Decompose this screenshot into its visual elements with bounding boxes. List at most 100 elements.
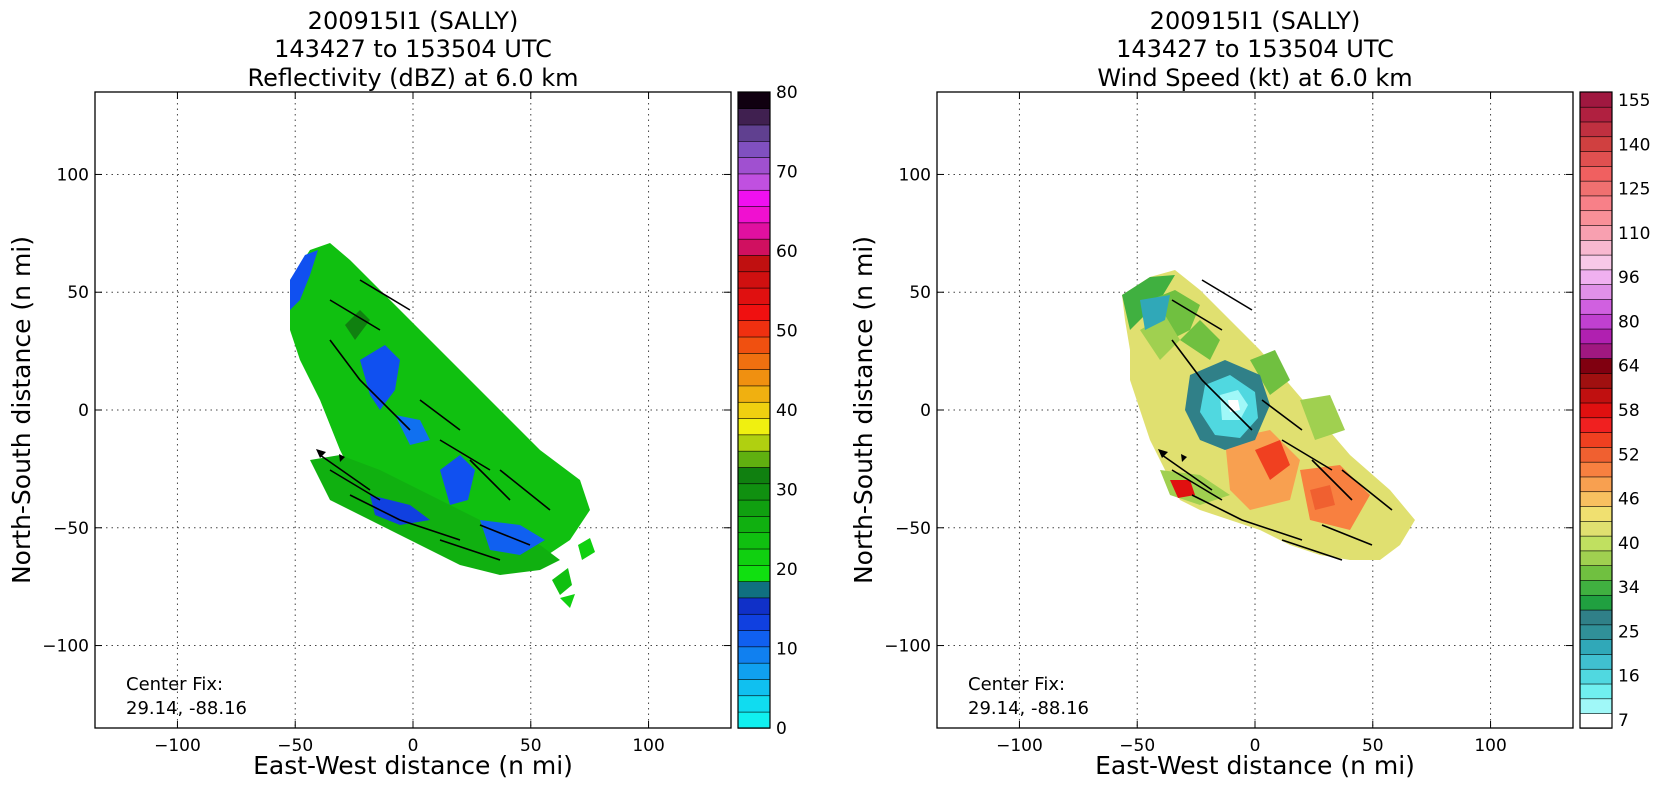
right-colorbar-swatch xyxy=(1579,106,1613,123)
right-colorbar-swatch xyxy=(1579,283,1613,300)
left-colorbar-swatch xyxy=(737,434,771,452)
right-colorbar-label: 16 xyxy=(1618,667,1640,687)
right-colorbar-label: 140 xyxy=(1618,135,1650,155)
left-x-tick-label: −50 xyxy=(277,736,313,756)
left-colorbar-swatch xyxy=(737,271,771,289)
left-reflectivity-field xyxy=(290,243,595,608)
right-axis-ticks: −100 −50 0 50 100 −100 −50 0 50 100 xyxy=(884,92,1573,756)
right-x-tick-label: −100 xyxy=(996,736,1043,756)
left-colorbar-swatch xyxy=(737,711,771,729)
left-colorbar-label: 40 xyxy=(776,401,798,421)
right-colorbar-swatch xyxy=(1579,357,1613,374)
left-y-tick-label: −50 xyxy=(53,519,89,539)
left-colorbar-label: 50 xyxy=(776,322,798,342)
right-x-tick-label: 50 xyxy=(1362,736,1384,756)
right-y-tick-label: 100 xyxy=(899,165,931,185)
right-colorbar-swatch xyxy=(1579,150,1613,167)
left-colorbar-swatch xyxy=(737,385,771,403)
left-colorbar-swatch xyxy=(737,287,771,305)
left-colorbar-swatch xyxy=(737,156,771,175)
right-colorbar-swatch xyxy=(1579,313,1613,330)
right-colorbar-label: 34 xyxy=(1618,578,1640,598)
left-colorbar-label: 0 xyxy=(776,719,787,739)
right-colorbar-swatch xyxy=(1579,239,1613,256)
right-colorbar-swatch xyxy=(1579,505,1613,522)
right-colorbar-label: 96 xyxy=(1618,268,1640,288)
left-y-axis-label: North-South distance (n mi) xyxy=(7,236,36,584)
right-colorbar-label: 80 xyxy=(1618,312,1640,332)
left-colorbar-swatch xyxy=(737,254,771,273)
right-colorbar-label: 7 xyxy=(1618,711,1629,731)
right-colorbar-swatch xyxy=(1579,224,1613,241)
left-colorbar-swatch xyxy=(737,303,771,322)
right-colorbar-swatch xyxy=(1579,491,1613,507)
right-colorbar-swatch xyxy=(1579,431,1613,448)
left-colorbar-swatch xyxy=(737,483,771,501)
left-colorbar-swatch xyxy=(737,189,771,207)
left-y-tick-label: 50 xyxy=(67,283,89,303)
left-colorbar-swatch xyxy=(737,646,771,664)
right-colorbar-label: 110 xyxy=(1618,224,1650,244)
left-colorbar-swatch xyxy=(737,238,771,256)
right-gridlines xyxy=(937,92,1573,728)
right-colorbar-swatch xyxy=(1579,565,1613,581)
right-colorbar-label: 25 xyxy=(1618,622,1640,642)
right-colorbar-swatch xyxy=(1579,461,1613,478)
left-colorbar-swatch xyxy=(737,597,771,615)
right-y-tick-label: −50 xyxy=(895,519,931,539)
right-colorbar-swatch xyxy=(1579,269,1613,285)
right-colorbar-swatch xyxy=(1579,343,1613,359)
right-colorbar-swatch xyxy=(1579,698,1613,714)
left-title-line-2: 143427 to 153504 UTC xyxy=(274,35,552,63)
left-colorbar-swatch xyxy=(737,564,771,582)
left-center-fix-label: Center Fix: xyxy=(126,674,223,695)
right-colorbar-swatch xyxy=(1579,594,1613,611)
right-colorbar-swatch xyxy=(1579,91,1613,108)
left-y-tick-label: −100 xyxy=(42,637,89,657)
right-colorbar-swatch xyxy=(1579,298,1613,315)
left-colorbar-swatch xyxy=(737,336,771,354)
right-y-axis-label: North-South distance (n mi) xyxy=(849,236,878,584)
right-y-tick-label: 50 xyxy=(909,283,931,303)
left-colorbar-swatch xyxy=(737,678,771,697)
left-x-tick-label: −100 xyxy=(154,736,201,756)
left-colorbar-swatch xyxy=(737,205,771,224)
left-colorbar-swatch xyxy=(737,173,771,191)
left-colorbar-swatch xyxy=(737,352,771,370)
right-colorbar-frame xyxy=(1579,91,1613,729)
left-colorbar-swatch xyxy=(737,124,771,142)
left-colorbar-swatch xyxy=(737,499,771,517)
left-colorbar-swatch xyxy=(737,91,771,110)
left-colorbar-swatch xyxy=(737,466,771,485)
right-colorbar-swatch xyxy=(1579,180,1613,197)
right-colorbar-label: 58 xyxy=(1618,401,1640,421)
left-colorbar-swatch xyxy=(737,368,771,387)
right-colorbar-swatch xyxy=(1579,210,1613,226)
right-colorbar-label: 155 xyxy=(1618,91,1650,111)
left-colorbar-swatch xyxy=(737,548,771,566)
right-colorbar-swatch xyxy=(1579,550,1613,567)
right-colorbar-swatch xyxy=(1579,683,1613,700)
right-colorbar-label: 52 xyxy=(1618,445,1640,465)
right-colorbar-swatch xyxy=(1579,402,1613,419)
right-center-fix-label: Center Fix: xyxy=(968,674,1065,695)
left-colorbar-swatch xyxy=(737,629,771,648)
left-colorbar-swatch xyxy=(737,401,771,419)
right-x-tick-label: 0 xyxy=(1250,736,1261,756)
left-colorbar-label: 10 xyxy=(776,640,798,660)
right-colorbar: 7 16 25 34 40 46 52 58 64 80 96 110 125 140 155 xyxy=(1579,91,1650,731)
left-colorbar-frame xyxy=(737,91,771,729)
right-colorbar-swatch xyxy=(1579,136,1613,152)
right-x-tick-label: −50 xyxy=(1119,736,1155,756)
left-title-line-1: 200915I1 (SALLY) xyxy=(308,7,519,35)
left-center-fix-value: 29.14, -88.16 xyxy=(126,698,247,719)
right-colorbar-label: 40 xyxy=(1618,534,1640,554)
right-colorbar-swatch xyxy=(1579,328,1613,345)
right-y-tick-label: 0 xyxy=(920,401,931,421)
left-colorbar-label: 30 xyxy=(776,481,798,501)
right-colorbar-swatch xyxy=(1579,165,1613,182)
left-x-tick-label: 0 xyxy=(408,736,419,756)
right-colorbar-swatch xyxy=(1579,579,1613,596)
right-colorbar-swatch xyxy=(1579,638,1613,655)
